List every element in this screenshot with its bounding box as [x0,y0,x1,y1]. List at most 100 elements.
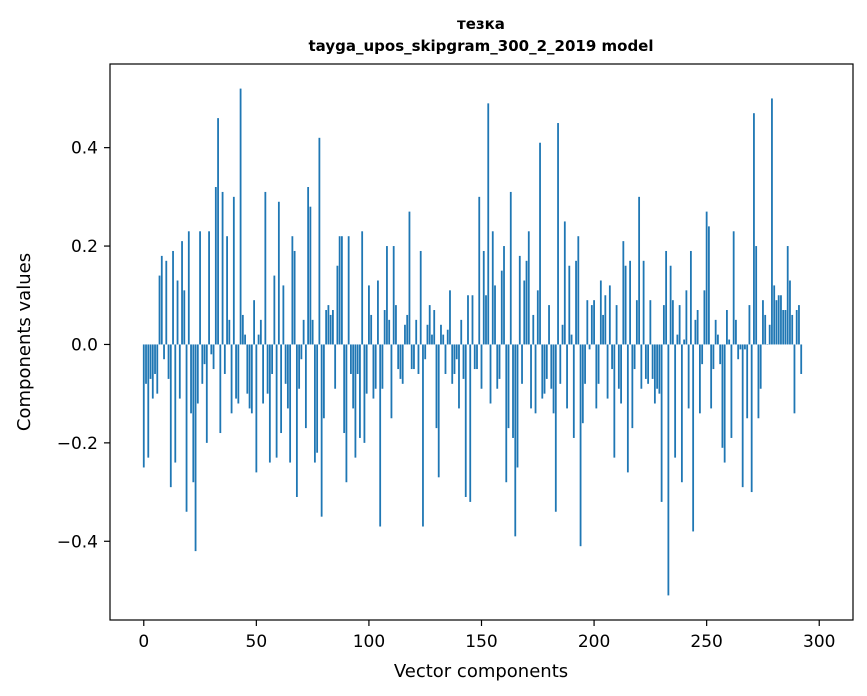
bar-component-215 [626,344,629,473]
bar-component-160 [503,246,505,345]
bar-component-193 [577,236,580,345]
bar-component-182 [552,344,555,414]
bar-component-198 [588,344,591,350]
bar-component-266 [741,344,744,488]
bar-component-210 [615,305,618,345]
bar-component-98 [363,344,366,443]
bar-component-74 [309,206,312,345]
bar-component-95 [356,344,359,374]
bar-component-87 [338,236,341,345]
x-tick-label: 250 [690,632,722,652]
bar-component-269 [748,305,751,345]
bar-component-183 [554,344,557,512]
bar-component-82 [327,305,330,345]
bar-component-94 [354,344,357,458]
bar-component-152 [485,295,487,345]
bar-component-156 [494,285,496,345]
bar-component-165 [514,344,517,537]
bar-component-251 [708,226,710,345]
bar-component-250 [705,211,708,345]
bar-component-214 [624,265,627,345]
bar-component-197 [586,300,589,345]
bar-component-216 [629,260,631,345]
bar-component-213 [622,241,625,345]
bar-component-60 [277,201,280,345]
bar-component-145 [469,344,472,502]
bar-component-23 [194,344,197,552]
bar-component-66 [291,236,294,345]
bar-component-271 [753,113,755,345]
bar-component-69 [298,344,301,389]
bar-component-52 [259,319,262,345]
bar-component-118 [408,211,411,345]
bar-component-130 [435,344,438,429]
bar-component-37 [226,236,228,345]
bar-component-208 [611,344,613,370]
bar-component-287 [789,280,791,345]
bar-component-1 [145,344,147,384]
bar-component-22 [192,344,195,483]
bar-component-255 [717,334,719,345]
bar-component-78 [318,137,321,345]
bar-component-2 [147,344,150,458]
bar-component-143 [464,344,467,497]
bar-component-16 [178,344,181,399]
bar-component-49 [253,300,255,345]
bar-component-115 [401,344,404,384]
bar-component-228 [656,344,659,389]
y-tick-label: −0.4 [57,532,98,552]
bar-component-129 [433,310,436,345]
bar-component-166 [516,344,519,468]
plot-frame [109,63,854,621]
y-axis-ticks: −0.4 −0.2 0.0 0.2 0.4 [57,139,110,552]
bar-component-195 [581,344,584,424]
bar-component-5 [154,344,156,374]
bar-component-116 [404,324,406,345]
bar-component-68 [295,344,298,497]
bar-component-164 [512,344,514,438]
bar-component-291 [798,305,800,345]
bar-component-187 [563,221,566,345]
bar-component-81 [325,310,328,345]
bar-component-127 [428,305,431,345]
bar-component-30 [210,344,213,355]
bar-component-141 [460,319,463,345]
bar-component-21 [190,344,192,414]
bar-component-232 [665,250,668,345]
bar-component-180 [548,305,550,345]
bar-component-204 [602,314,604,345]
bar-component-292 [800,344,803,374]
bar-component-192 [575,260,577,345]
bar-component-26 [201,344,204,384]
bar-component-79 [320,344,323,517]
bar-component-106 [381,344,384,389]
bar-component-222 [642,260,645,345]
bar-component-140 [458,344,460,409]
bar-component-288 [791,314,794,345]
bar-component-159 [500,270,503,345]
bar-component-155 [491,231,494,345]
bar-component-196 [584,344,586,384]
bar-component-226 [651,344,654,379]
bar-component-246 [696,310,699,345]
bar-component-4 [151,344,154,399]
bar-component-29 [208,231,210,345]
x-axis-label: Vector components [394,661,568,682]
chart-subtitle: tayga_upos_skipgram_300_2_2019 model [309,37,654,55]
bar-component-224 [647,344,650,384]
bar-component-172 [530,344,532,409]
bar-component-199 [590,305,593,345]
bar-component-46 [246,344,249,394]
bar-component-112 [395,305,397,345]
bar-component-194 [579,344,582,547]
bar-component-146 [471,295,474,345]
bar-component-63 [284,344,287,384]
bar-component-3 [149,344,152,379]
x-tick-label: 50 [246,632,268,652]
bar-component-75 [311,319,314,345]
bar-component-9 [163,344,165,360]
bar-component-128 [431,334,433,345]
bar-component-167 [518,255,521,345]
bar-component-263 [735,319,737,345]
bar-component-157 [496,344,499,389]
